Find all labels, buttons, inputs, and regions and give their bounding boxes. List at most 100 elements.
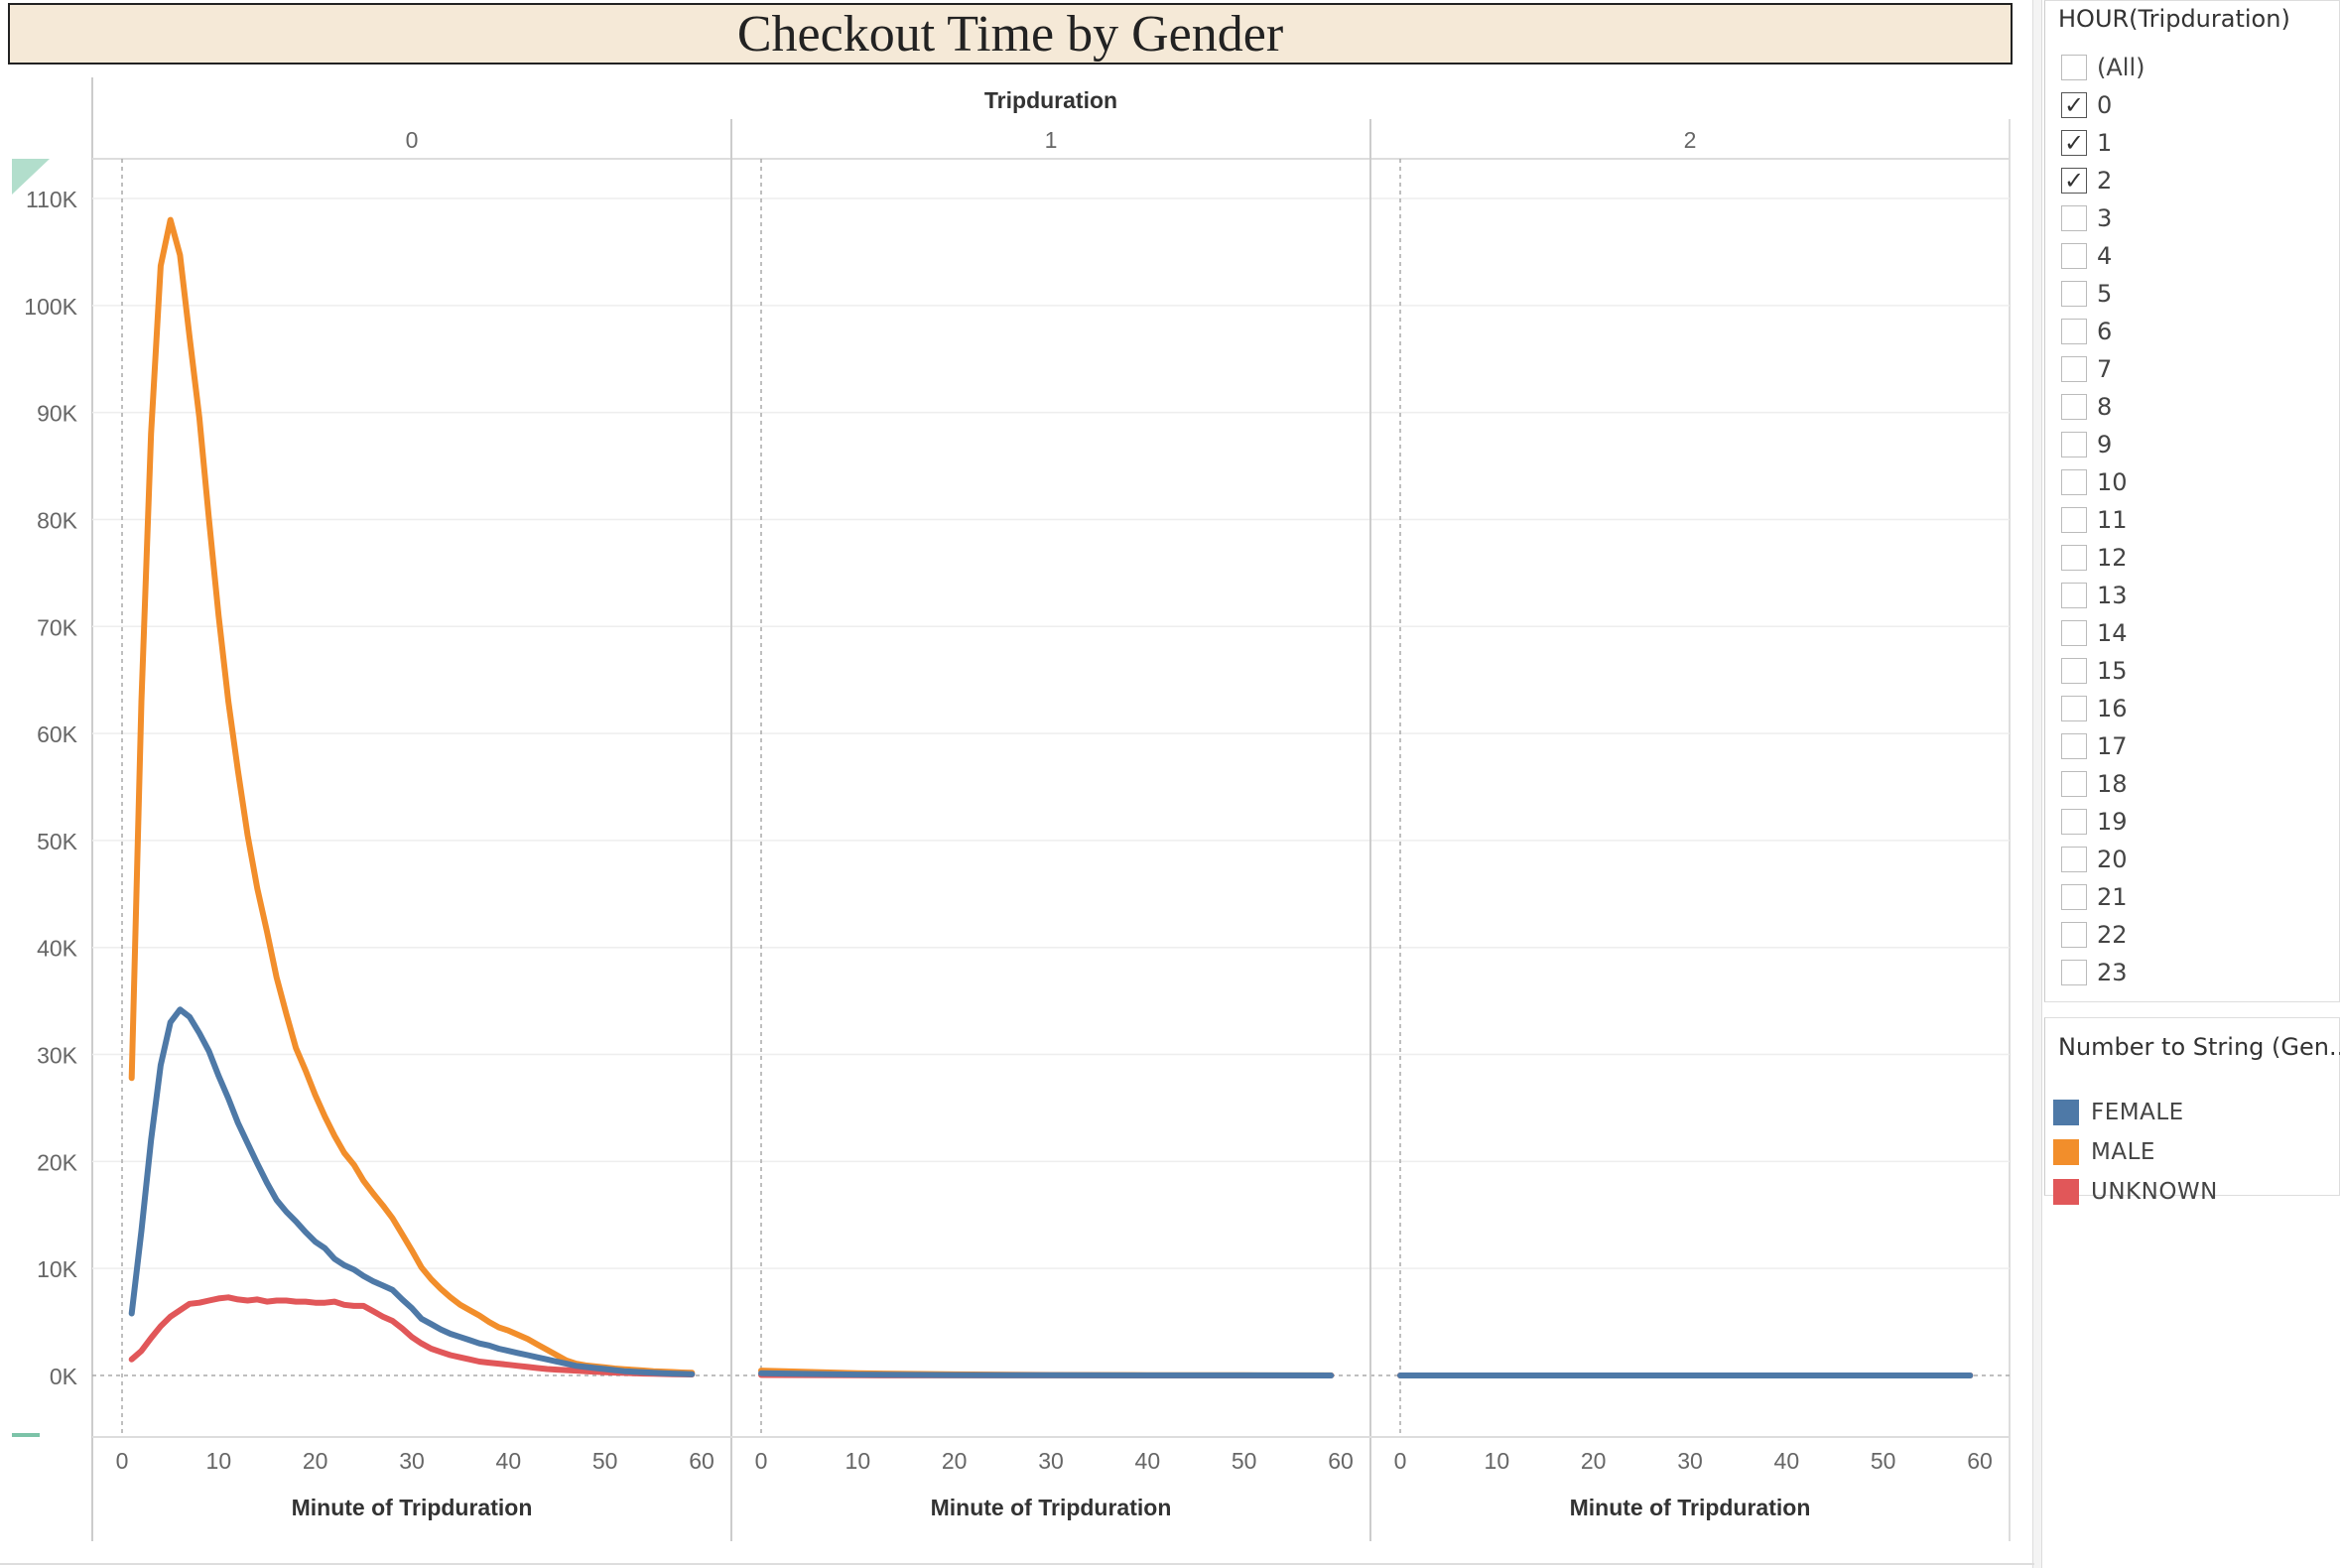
- legend-label: UNKNOWN: [2091, 1179, 2218, 1205]
- y-tick-label: 60K: [37, 721, 78, 747]
- filter-item-label: 9: [2097, 431, 2113, 458]
- column-header: Tripduration: [984, 87, 1117, 113]
- filter-item-label: 22: [2097, 921, 2128, 949]
- panel-label: 0: [406, 127, 419, 153]
- filter-item-label: 6: [2097, 318, 2113, 345]
- x-tick-label: 20: [1581, 1448, 1607, 1474]
- filter-item-label: 23: [2097, 959, 2128, 986]
- filter-item-12[interactable]: 12: [2061, 543, 2128, 573]
- y-tick-label: 110K: [26, 187, 78, 212]
- filter-item-21[interactable]: 21: [2061, 882, 2128, 912]
- filter-item-23[interactable]: 23: [2061, 958, 2128, 987]
- filter-item-label: 5: [2097, 280, 2113, 308]
- filter-checkbox[interactable]: [2061, 583, 2087, 608]
- legend-swatch: [2053, 1100, 2079, 1125]
- filter-item-label: 17: [2097, 732, 2128, 760]
- filter-checkbox[interactable]: ✓: [2061, 130, 2087, 156]
- filter-checkbox[interactable]: [2061, 205, 2087, 231]
- filter-checkbox[interactable]: [2061, 545, 2087, 571]
- y-tick-label: 100K: [24, 294, 77, 320]
- filter-title: HOUR(Tripduration): [2058, 5, 2290, 33]
- x-tick-label: 20: [303, 1448, 328, 1474]
- filter-checkbox[interactable]: [2061, 771, 2087, 797]
- legend-item-unknown[interactable]: UNKNOWN: [2053, 1177, 2218, 1207]
- y-tick-label: 0K: [50, 1364, 78, 1389]
- filter-item-label: 13: [2097, 582, 2128, 609]
- filter-item-5[interactable]: 5: [2061, 279, 2112, 309]
- filter-item-1[interactable]: ✓ 1: [2061, 128, 2112, 158]
- filter-item-6[interactable]: 6: [2061, 317, 2112, 346]
- filter-checkbox[interactable]: [2061, 733, 2087, 759]
- filter-item-label: 18: [2097, 770, 2128, 798]
- filter-item-label: 16: [2097, 695, 2128, 722]
- filter-checkbox[interactable]: [2061, 884, 2087, 910]
- filter-item-all[interactable]: (All): [2061, 53, 2145, 82]
- legend-label: FEMALE: [2091, 1100, 2184, 1125]
- filter-item-label: 2: [2097, 167, 2113, 195]
- filter-item-4[interactable]: 4: [2061, 241, 2112, 271]
- series-line-female: [128, 1006, 696, 1377]
- filter-item-label: 10: [2097, 468, 2128, 496]
- filter-item-3[interactable]: 3: [2061, 203, 2112, 233]
- filter-checkbox[interactable]: [2061, 394, 2087, 420]
- filter-item-label: 3: [2097, 204, 2113, 232]
- filter-checkbox[interactable]: [2061, 281, 2087, 307]
- filter-checkbox[interactable]: [2061, 847, 2087, 872]
- filter-checkbox[interactable]: [2061, 243, 2087, 269]
- filter-checkbox[interactable]: [2061, 319, 2087, 344]
- filter-checkbox[interactable]: [2061, 356, 2087, 382]
- filter-checkbox[interactable]: ✓: [2061, 168, 2087, 194]
- filter-item-10[interactable]: 10: [2061, 467, 2128, 497]
- legend-label: MALE: [2091, 1139, 2155, 1165]
- filter-item-0[interactable]: ✓ 0: [2061, 90, 2112, 120]
- y-tick-label: 20K: [37, 1149, 78, 1175]
- filter-checkbox[interactable]: [2061, 922, 2087, 948]
- filter-item-label: 7: [2097, 355, 2113, 383]
- x-tick-label: 40: [1774, 1448, 1800, 1474]
- legend-swatch: [2053, 1139, 2079, 1165]
- filter-checkbox[interactable]: [2061, 809, 2087, 835]
- filter-item-7[interactable]: 7: [2061, 354, 2112, 384]
- series-line-unknown: [128, 1294, 696, 1377]
- filter-item-label: 4: [2097, 242, 2113, 270]
- x-tick-label: 10: [845, 1448, 871, 1474]
- x-tick-label: 10: [1485, 1448, 1510, 1474]
- x-tick-label: 30: [1677, 1448, 1703, 1474]
- selection-corner-icon: [12, 159, 50, 195]
- x-tick-label: 60: [689, 1448, 715, 1474]
- checkmark-icon: ✓: [2063, 167, 2085, 195]
- filter-checkbox[interactable]: [2061, 469, 2087, 495]
- filter-item-label: 11: [2097, 506, 2128, 534]
- filter-item-16[interactable]: 16: [2061, 694, 2128, 723]
- filter-checkbox[interactable]: [2061, 960, 2087, 985]
- filter-item-label: 19: [2097, 808, 2128, 836]
- legend-item-female[interactable]: FEMALE: [2053, 1098, 2184, 1127]
- filter-item-20[interactable]: 20: [2061, 845, 2128, 874]
- filter-item-15[interactable]: 15: [2061, 656, 2128, 686]
- right-panel: HOUR(Tripduration) (All) ✓ 0 ✓ 1 ✓ 2 3 4 5 6 7 8 9 10 1…: [2044, 0, 2340, 1568]
- panel-label: 1: [1045, 127, 1058, 153]
- filter-item-18[interactable]: 18: [2061, 769, 2128, 799]
- filter-item-2[interactable]: ✓ 2: [2061, 166, 2112, 196]
- x-tick-label: 60: [1328, 1448, 1354, 1474]
- filter-checkbox[interactable]: [2061, 55, 2087, 80]
- filter-item-9[interactable]: 9: [2061, 430, 2112, 459]
- filter-item-13[interactable]: 13: [2061, 581, 2128, 610]
- filter-item-17[interactable]: 17: [2061, 731, 2128, 761]
- filter-item-14[interactable]: 14: [2061, 618, 2128, 648]
- filter-item-8[interactable]: 8: [2061, 392, 2112, 422]
- filter-checkbox[interactable]: [2061, 696, 2087, 721]
- filter-item-11[interactable]: 11: [2061, 505, 2128, 535]
- legend-item-male[interactable]: MALE: [2053, 1137, 2155, 1167]
- panel-divider: [2032, 0, 2042, 1568]
- filter-item-19[interactable]: 19: [2061, 807, 2128, 837]
- filter-checkbox[interactable]: [2061, 620, 2087, 646]
- filter-checkbox[interactable]: [2061, 658, 2087, 684]
- filter-checkbox[interactable]: ✓: [2061, 92, 2087, 118]
- filter-checkbox[interactable]: [2061, 507, 2087, 533]
- series-line-female: [758, 1370, 1335, 1378]
- y-tick-label: 80K: [37, 507, 78, 533]
- filter-item-22[interactable]: 22: [2061, 920, 2128, 950]
- filter-checkbox[interactable]: [2061, 432, 2087, 457]
- filter-item-label: 1: [2097, 129, 2113, 157]
